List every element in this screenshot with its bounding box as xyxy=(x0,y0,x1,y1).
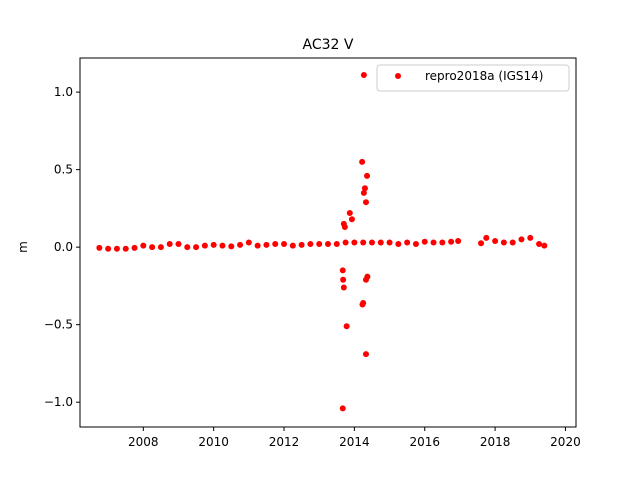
data-point xyxy=(368,239,375,246)
data-point xyxy=(359,158,366,165)
data-point xyxy=(541,242,548,249)
data-point xyxy=(362,351,369,358)
data-point xyxy=(421,238,428,245)
data-point xyxy=(509,239,516,246)
data-point xyxy=(254,242,261,249)
data-point xyxy=(289,242,296,249)
data-point xyxy=(439,239,446,246)
y-tick-label: 0.5 xyxy=(54,163,73,177)
data-point xyxy=(340,276,347,283)
data-point xyxy=(478,240,485,247)
y-axis-label: m xyxy=(16,241,30,253)
data-point xyxy=(386,239,393,246)
data-point xyxy=(228,243,235,250)
data-point xyxy=(430,239,437,246)
data-point xyxy=(360,189,367,196)
data-point xyxy=(193,244,200,251)
x-tick-label: 2010 xyxy=(198,435,229,449)
data-point xyxy=(105,245,112,252)
x-axis: 2008 2010 2012 2014 2016 2018 2020 xyxy=(128,427,581,449)
data-point xyxy=(263,241,270,248)
y-axis: −1.0 −0.5 0.0 0.5 1.0 xyxy=(44,85,80,409)
data-point xyxy=(448,238,455,245)
data-point xyxy=(395,241,402,248)
data-point xyxy=(325,241,331,248)
data-point xyxy=(360,239,367,246)
x-tick-label: 2014 xyxy=(339,435,370,449)
data-point xyxy=(360,72,367,79)
x-tick-label: 2020 xyxy=(550,435,581,449)
data-point xyxy=(339,405,346,412)
data-point xyxy=(219,242,226,249)
data-point xyxy=(316,241,323,248)
data-point xyxy=(346,210,353,217)
chart-title: AC32 V xyxy=(303,37,354,53)
data-point xyxy=(359,301,366,308)
data-point xyxy=(307,241,314,248)
data-point xyxy=(362,199,369,206)
data-point xyxy=(175,241,182,248)
data-point xyxy=(149,244,156,251)
data-point xyxy=(157,244,164,251)
data-point xyxy=(333,241,340,248)
y-tick-label: 0.0 xyxy=(54,240,73,254)
data-point xyxy=(166,241,173,248)
data-point xyxy=(348,216,355,223)
data-point xyxy=(210,241,217,248)
data-point xyxy=(492,237,499,244)
data-point xyxy=(131,244,138,251)
data-point xyxy=(351,239,358,246)
data-point xyxy=(342,239,349,246)
data-point xyxy=(201,242,208,249)
data-point xyxy=(96,244,103,251)
data-point xyxy=(113,245,120,252)
data-point xyxy=(404,239,411,246)
data-point xyxy=(536,241,543,248)
y-tick-label: −0.5 xyxy=(44,318,73,332)
data-points xyxy=(96,72,548,412)
data-point xyxy=(343,323,350,330)
data-point xyxy=(455,237,462,244)
data-point xyxy=(272,241,279,248)
data-point xyxy=(298,241,305,248)
data-point xyxy=(184,244,191,251)
data-point xyxy=(281,241,288,248)
legend-entry-label: repro2018a (IGS14) xyxy=(425,69,543,83)
data-point xyxy=(364,172,371,179)
data-point xyxy=(527,234,534,241)
legend-box xyxy=(376,64,570,92)
plot-frame xyxy=(79,57,577,428)
data-point xyxy=(362,276,369,283)
data-point xyxy=(140,242,147,249)
data-point xyxy=(483,234,490,241)
data-point xyxy=(339,267,346,274)
x-tick-label: 2008 xyxy=(128,435,159,449)
legend: repro2018a (IGS14) xyxy=(376,64,570,92)
y-tick-label: 1.0 xyxy=(54,85,73,99)
legend-marker xyxy=(395,73,401,79)
data-point xyxy=(340,284,347,291)
data-point xyxy=(245,239,252,246)
data-point xyxy=(518,236,525,243)
plot-area xyxy=(79,57,577,428)
data-point xyxy=(500,239,507,246)
y-tick-label: −1.0 xyxy=(44,395,73,409)
x-tick-label: 2016 xyxy=(409,435,440,449)
data-point xyxy=(361,185,368,192)
data-point xyxy=(341,223,348,230)
data-point xyxy=(122,245,129,252)
data-point xyxy=(412,241,419,248)
x-tick-label: 2012 xyxy=(269,435,300,449)
data-point xyxy=(377,239,384,246)
x-tick-label: 2018 xyxy=(480,435,511,449)
data-point xyxy=(237,241,244,248)
